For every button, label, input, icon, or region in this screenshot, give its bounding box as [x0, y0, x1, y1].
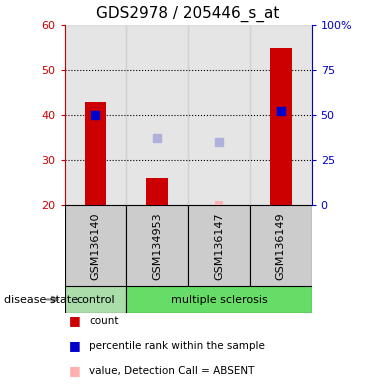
Text: control: control: [76, 295, 115, 305]
Bar: [146, 178, 168, 205]
Bar: [126, 286, 312, 313]
Bar: [270, 48, 291, 205]
Text: GSM136147: GSM136147: [214, 212, 224, 280]
Bar: [250, 205, 312, 286]
Text: ■: ■: [68, 339, 80, 352]
Bar: [65, 286, 126, 313]
Bar: [65, 205, 126, 286]
Bar: [65, 25, 126, 205]
Text: percentile rank within the sample: percentile rank within the sample: [89, 341, 265, 351]
Text: ■: ■: [68, 364, 80, 377]
Point: [278, 108, 284, 114]
Bar: [85, 102, 106, 205]
Point: [92, 112, 98, 118]
Text: ■: ■: [68, 314, 80, 327]
Text: GSM134953: GSM134953: [152, 212, 162, 280]
Text: count: count: [89, 316, 119, 326]
Title: GDS2978 / 205446_s_at: GDS2978 / 205446_s_at: [97, 6, 280, 22]
Bar: [188, 25, 250, 205]
Text: disease state: disease state: [4, 295, 78, 305]
Text: multiple sclerosis: multiple sclerosis: [171, 295, 268, 305]
Text: GSM136140: GSM136140: [90, 212, 100, 280]
Point: [216, 139, 222, 146]
Text: value, Detection Call = ABSENT: value, Detection Call = ABSENT: [89, 366, 255, 376]
Bar: [188, 205, 250, 286]
Text: GSM136149: GSM136149: [276, 212, 286, 280]
Bar: [126, 25, 188, 205]
Point: [154, 135, 160, 141]
Bar: [215, 201, 223, 205]
Bar: [250, 25, 312, 205]
Bar: [126, 205, 188, 286]
